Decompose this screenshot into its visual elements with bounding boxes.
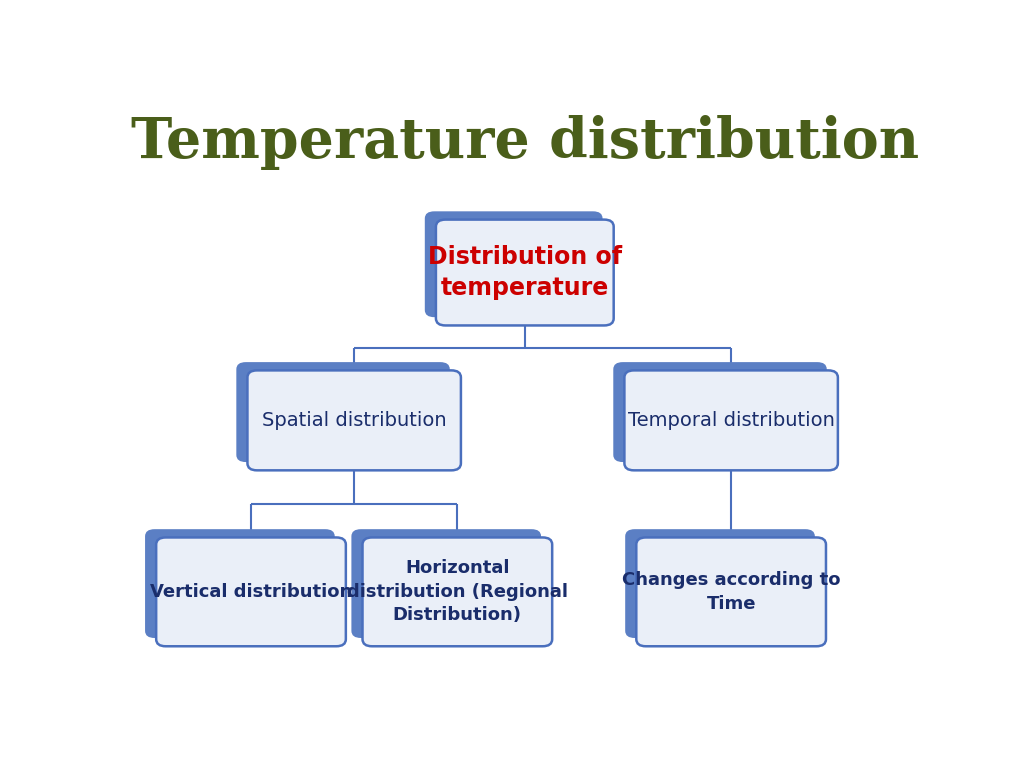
FancyBboxPatch shape (145, 529, 335, 638)
Text: Temporal distribution: Temporal distribution (628, 411, 835, 430)
FancyBboxPatch shape (157, 538, 346, 646)
FancyBboxPatch shape (636, 538, 826, 646)
FancyBboxPatch shape (613, 362, 826, 462)
FancyBboxPatch shape (625, 370, 838, 470)
Text: Temperature distribution: Temperature distribution (131, 115, 919, 170)
FancyBboxPatch shape (436, 220, 613, 326)
FancyBboxPatch shape (351, 529, 541, 638)
FancyBboxPatch shape (425, 211, 602, 317)
Text: Changes according to
Time: Changes according to Time (622, 571, 841, 613)
Text: Horizontal
distribution (Regional
Distribution): Horizontal distribution (Regional Distri… (347, 559, 568, 624)
FancyBboxPatch shape (248, 370, 461, 470)
Text: Vertical distribution: Vertical distribution (150, 583, 352, 601)
FancyBboxPatch shape (237, 362, 450, 462)
FancyBboxPatch shape (362, 538, 552, 646)
Text: Spatial distribution: Spatial distribution (262, 411, 446, 430)
Text: Distribution of
temperature: Distribution of temperature (428, 245, 622, 300)
FancyBboxPatch shape (626, 529, 815, 638)
